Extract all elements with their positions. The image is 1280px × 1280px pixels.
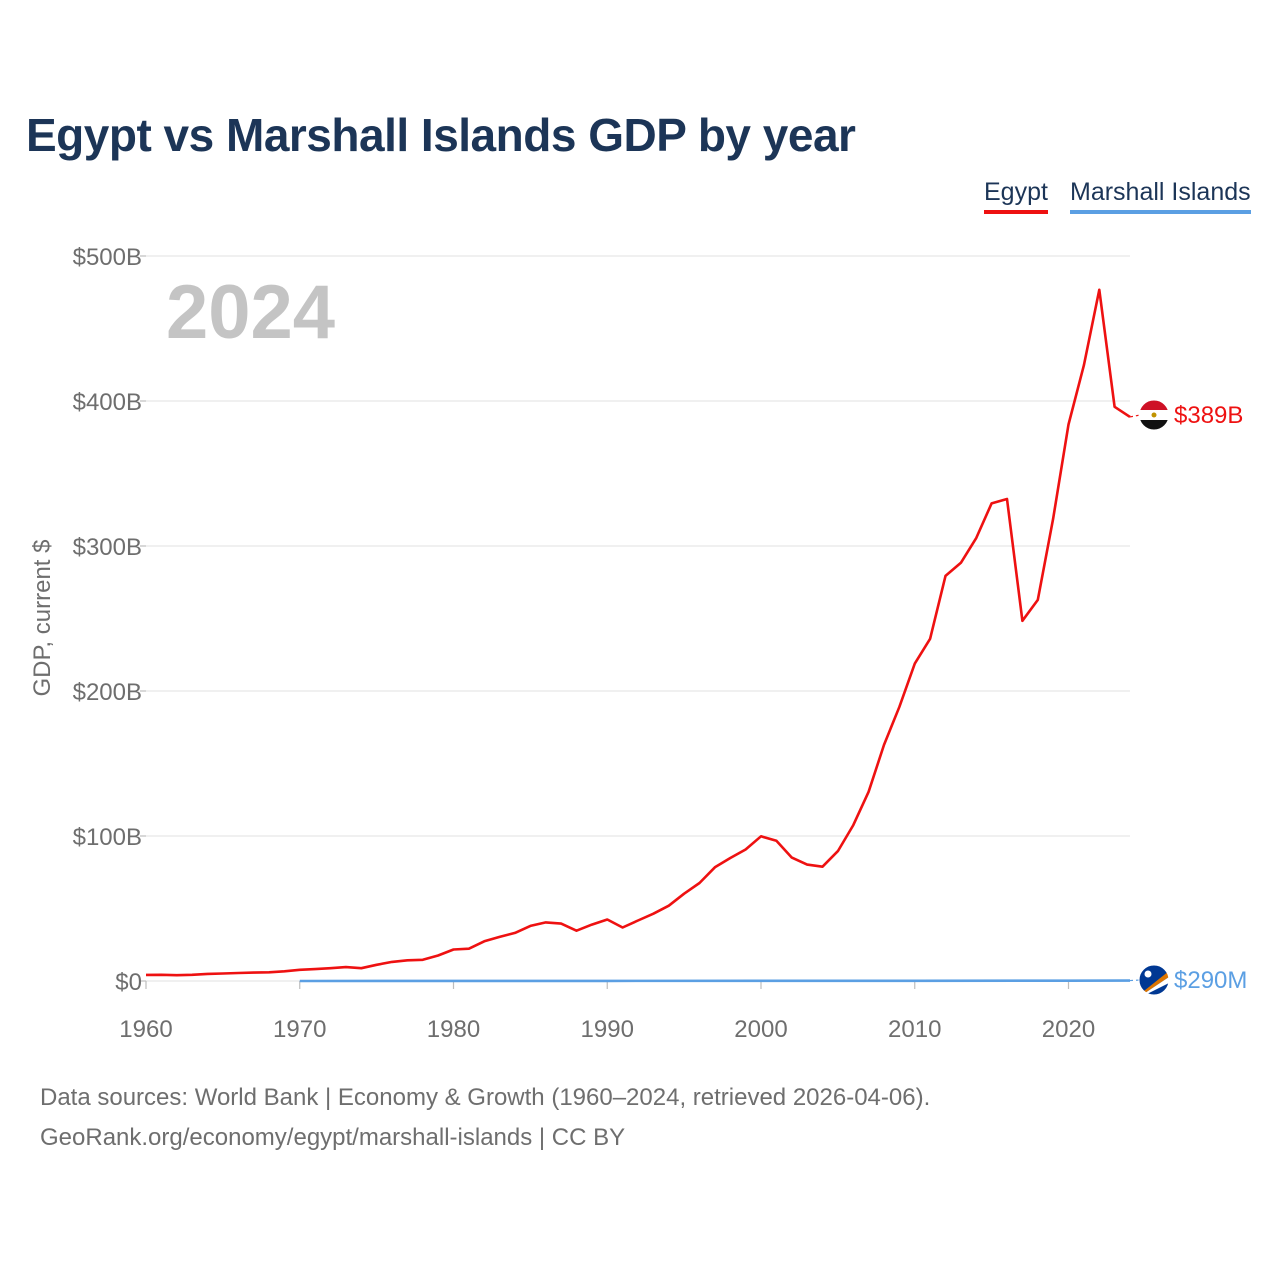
y-tick-label: $100B [73, 824, 142, 851]
y-axis-label: GDP, current $ [29, 540, 56, 697]
x-tick-label: 1990 [581, 1016, 634, 1043]
y-tick-label: $500B [73, 244, 142, 271]
end-markers: $389B $290M [1129, 399, 1247, 996]
x-tick-label: 2020 [1042, 1016, 1095, 1043]
end-connector [1129, 414, 1141, 418]
legend-swatch-marshall-islands [1070, 210, 1251, 214]
legend-swatch-egypt [984, 210, 1048, 214]
legend-label-egypt: Egypt [984, 178, 1048, 206]
source-url[interactable]: GeoRank.org/economy/egypt/marshall-islan… [40, 1124, 626, 1151]
marshall-islands-flag-icon [1138, 964, 1170, 996]
y-axis: $0 $100B $200B $300B $400B $500B [73, 244, 146, 996]
y-tick-label: $300B [73, 534, 142, 561]
x-tick-label: 1960 [119, 1016, 172, 1043]
end-connector [1129, 979, 1141, 982]
x-tick-label: 1970 [273, 1016, 326, 1043]
x-tick-label: 2010 [888, 1016, 941, 1043]
end-value-label-egypt: $389B [1174, 402, 1243, 429]
year-watermark: 2024 [166, 270, 335, 355]
x-axis: 1960 1970 1980 1990 2000 2010 2020 [119, 981, 1095, 1043]
legend-item-marshall-islands[interactable]: Marshall Islands [1070, 178, 1251, 214]
y-tick-label: $0 [115, 969, 142, 996]
gridlines [146, 255, 1130, 982]
x-tick-label: 2000 [734, 1016, 787, 1043]
x-tick-label: 1980 [427, 1016, 480, 1043]
legend-item-egypt[interactable]: Egypt [984, 178, 1048, 214]
series-line-egypt[interactable] [145, 288, 1131, 977]
line-chart: $0 $100B $200B $300B $400B $500B 1960 1970 1980… [29, 244, 1247, 1043]
egypt-flag-icon [1138, 399, 1170, 431]
source-text: Data sources: World Bank | Economy & Gro… [40, 1084, 931, 1111]
y-tick-label: $400B [73, 389, 142, 416]
chart-title: Egypt vs Marshall Islands GDP by year [26, 109, 856, 161]
legend-label-marshall-islands: Marshall Islands [1070, 178, 1251, 206]
y-tick-label: $200B [73, 679, 142, 706]
end-value-label-marshall-islands: $290M [1174, 967, 1247, 994]
series-group [145, 288, 1131, 983]
